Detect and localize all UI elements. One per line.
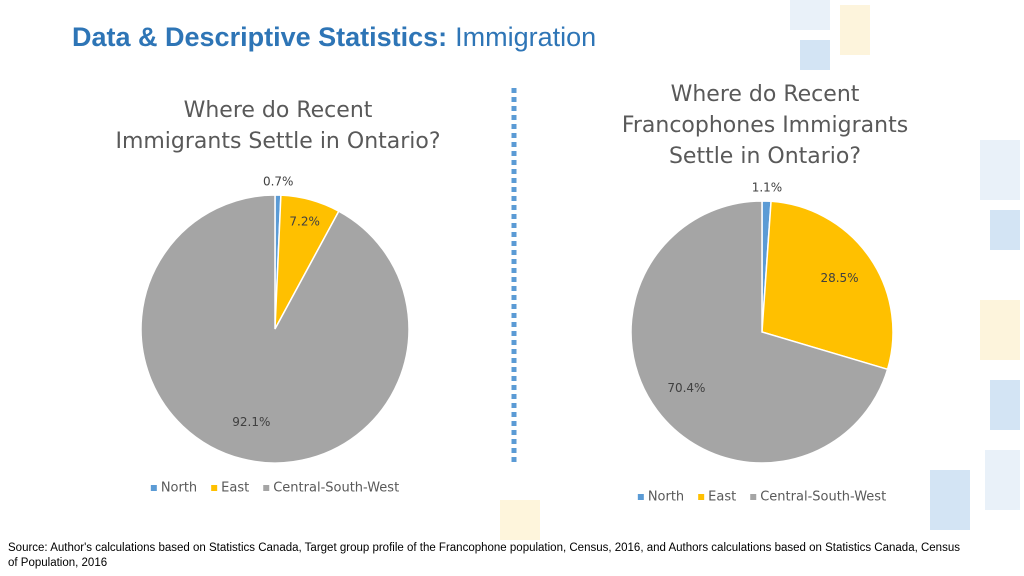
legend-swatch — [750, 494, 757, 500]
chart-title: Immigrants Settle in Ontario? — [115, 129, 440, 154]
legend-swatch — [637, 494, 644, 500]
chart-title: Where do Recent — [184, 98, 373, 123]
chart-title: Francophones Immigrants — [622, 113, 908, 138]
data-label: 70.4% — [667, 381, 705, 395]
chart-title: Where do Recent — [671, 82, 860, 107]
legend-label: North — [161, 481, 197, 496]
legend-label: Central-South-West — [273, 481, 399, 496]
page-title: Data & Descriptive Statistics: Immigratio… — [72, 22, 596, 52]
pie-slice — [761, 200, 894, 371]
legend-label: East — [708, 490, 736, 505]
data-label: 1.1% — [752, 181, 783, 195]
legend-label: East — [221, 481, 249, 496]
legend-swatch — [263, 485, 270, 491]
pie-slice — [630, 200, 889, 464]
data-label: 0.7% — [263, 175, 294, 189]
data-label: 7.2% — [289, 214, 320, 228]
pie-slice — [140, 194, 410, 464]
data-label: 28.5% — [820, 271, 858, 285]
legend-swatch — [698, 494, 705, 500]
legend-label: North — [648, 490, 684, 505]
chart-title: Settle in Ontario? — [669, 144, 861, 169]
title-rest: Immigration — [455, 22, 596, 52]
decor — [500, 0, 1020, 540]
legend-label: Central-South-West — [760, 490, 886, 505]
legend-swatch — [150, 485, 157, 491]
legend-swatch — [211, 485, 218, 491]
source-note: Source: Author's calculations based on S… — [8, 542, 960, 569]
data-label: 92.1% — [232, 415, 270, 429]
title-bold: Data & Descriptive Statistics: — [72, 22, 447, 52]
